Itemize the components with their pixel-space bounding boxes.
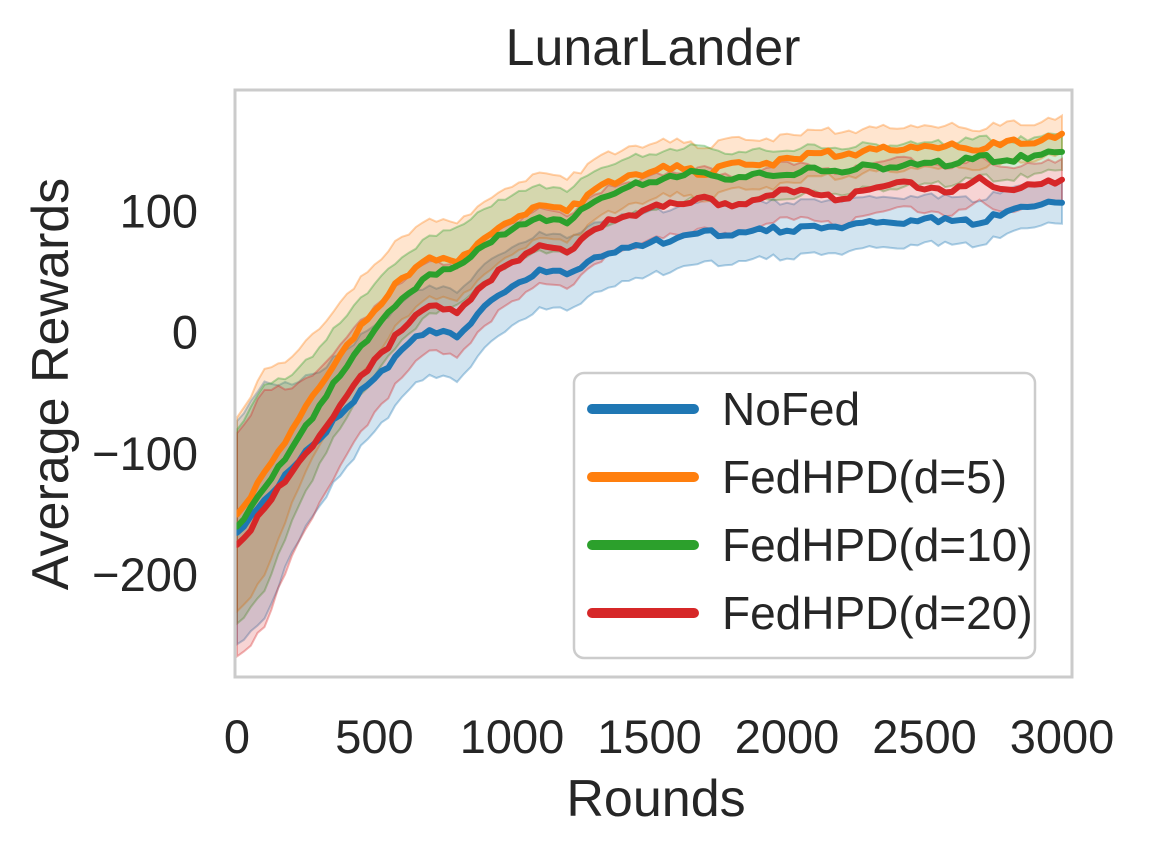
line-FedHPD(d=5) — [235, 130, 1065, 518]
x-tick-label: 0 — [224, 710, 250, 763]
y-tick-label: −100 — [92, 427, 198, 480]
line-FedHPD(d=10) — [235, 148, 1065, 530]
legend-label-FedHPD(d=20): FedHPD(d=20) — [722, 587, 1033, 639]
legend-box — [572, 371, 1037, 660]
legend-label-NoFed: NoFed — [722, 383, 860, 435]
x-tick-label: 500 — [335, 710, 413, 763]
y-tick-label: −200 — [92, 548, 198, 601]
x-tick-label: 3000 — [1010, 710, 1115, 763]
axes-border — [233, 88, 1074, 679]
legend: NoFed FedHPD(d=5) FedHPD(d=10) FedHPD(d=20) — [572, 371, 1037, 660]
line-NoFed — [235, 198, 1065, 536]
chart-title: LunarLander — [506, 19, 801, 77]
x-tick-label: 1500 — [597, 710, 702, 763]
y-tick-labels: 100 0 −100 −200 — [92, 184, 198, 601]
y-axis-label: Average Rewards — [22, 178, 80, 590]
x-tick-label: 2000 — [735, 710, 840, 763]
legend-label-FedHPD(d=10): FedHPD(d=10) — [722, 519, 1033, 571]
series-lines — [235, 130, 1065, 548]
x-tick-label: 2500 — [872, 710, 977, 763]
line-FedHPD(d=20) — [235, 174, 1065, 548]
x-tick-labels: 0 500 1000 1500 2000 2500 3000 — [224, 710, 1114, 763]
y-tick-label: 100 — [120, 184, 198, 237]
y-tick-label: 0 — [172, 306, 198, 359]
x-tick-label: 1000 — [460, 710, 565, 763]
x-axis-label: Rounds — [566, 770, 745, 828]
legend-label-FedHPD(d=5): FedHPD(d=5) — [722, 451, 1007, 503]
band-NoFed — [236, 179, 1063, 647]
